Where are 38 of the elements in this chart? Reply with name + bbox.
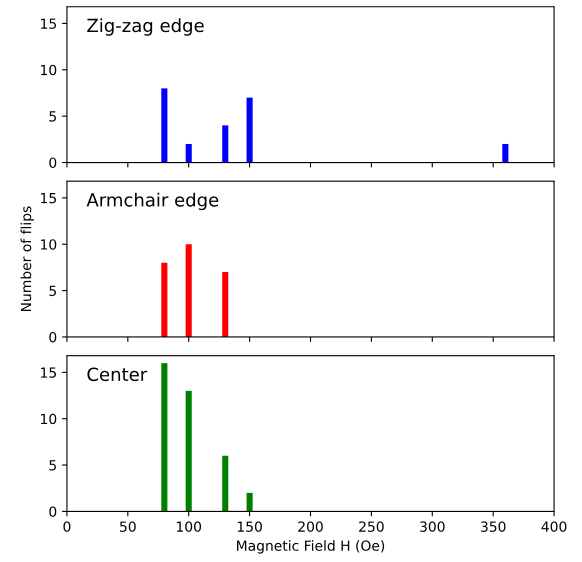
- y-tick-label: 5: [49, 111, 56, 122]
- bar: [186, 244, 192, 337]
- y-axis-title: Number of flips: [20, 206, 34, 312]
- bar: [186, 144, 192, 163]
- y-tick-label: 0: [49, 332, 56, 342]
- y-tick-label: 5: [49, 460, 56, 471]
- bar: [246, 98, 253, 163]
- bar: [222, 272, 228, 337]
- x-tick-label: 400: [541, 521, 566, 532]
- y-tick-label: 15: [41, 367, 56, 378]
- text: Zig-zag edge: [87, 18, 204, 36]
- text: Armchair edge: [86, 192, 218, 210]
- y-tick-label: 10: [41, 64, 56, 76]
- bar: [222, 456, 228, 512]
- x-tick-label: 300: [420, 521, 445, 532]
- bar: [161, 262, 168, 337]
- y-tick-label: 15: [41, 193, 56, 204]
- x-tick-label: 0: [63, 521, 70, 532]
- y-tick-label: 0: [49, 157, 56, 168]
- bar: [246, 492, 253, 512]
- x-tick-label: 50: [120, 521, 136, 532]
- x-axis-title: Magnetic Field H (Oe): [237, 540, 384, 554]
- bar: [502, 144, 508, 163]
- bar: [161, 363, 168, 512]
- bar: [186, 390, 192, 512]
- x-tick-label: 250: [359, 521, 384, 532]
- text: Center: [87, 367, 148, 382]
- y-tick-label: 0: [49, 506, 56, 517]
- bar: [222, 125, 228, 163]
- x-tick-label: 200: [298, 521, 323, 532]
- x-tick-label: 350: [480, 521, 506, 532]
- x-tick-label: 100: [176, 521, 202, 532]
- y-tick-label: 15: [41, 18, 56, 29]
- y-tick-label: 10: [41, 414, 56, 424]
- y-tick-label: 10: [41, 239, 56, 250]
- bar: [161, 88, 168, 163]
- y-tick-label: 5: [49, 286, 56, 296]
- x-tick-label: 150: [238, 521, 262, 532]
